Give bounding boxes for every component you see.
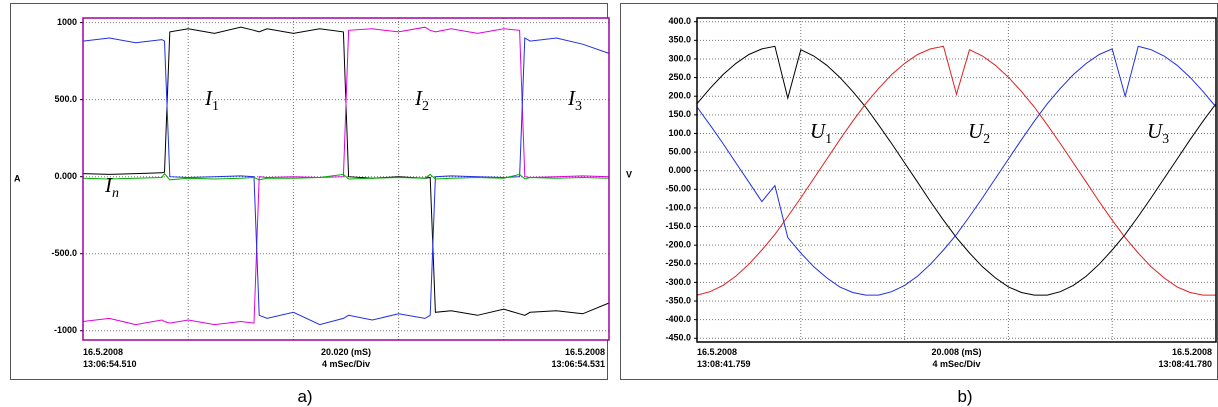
annotation-symbol: I [204, 86, 213, 110]
y-tick-label: 250.0 [668, 72, 691, 82]
x-axis-label: 4 mSec/Div [932, 359, 980, 369]
x-axis-label: 4 mSec/Div [322, 359, 370, 369]
y-tick-label: 100.0 [668, 128, 691, 138]
annotation-symbol: I [567, 86, 576, 110]
y-tick-label: -1000 [54, 325, 77, 335]
annotation-symbol: I [414, 86, 423, 110]
y-tick-label: -300.0 [665, 277, 691, 287]
y-tick-label: -400.0 [665, 314, 691, 324]
y-tick-label: 150.0 [668, 109, 691, 119]
annotation: I2 [414, 86, 429, 114]
x-axis-label: 20.020 (mS) [321, 347, 371, 357]
plot-area [83, 18, 609, 340]
annotation: U3 [1147, 119, 1169, 147]
annotation-symbol: U [810, 119, 827, 143]
caption: a) [297, 387, 312, 406]
y-tick-label: -100.0 [665, 202, 691, 212]
annotation-subscript: n [112, 186, 119, 201]
y-tick-label: 1000 [57, 17, 77, 27]
annotation-subscript: 2 [983, 132, 990, 147]
y-tick-label: -150.0 [665, 221, 691, 231]
x-axis-label: 20.008 (mS) [931, 347, 981, 357]
y-tick-label: -350.0 [665, 295, 691, 305]
y-tick-label: 400.0 [668, 16, 691, 26]
annotation-subscript: 2 [422, 99, 429, 114]
series-line [82, 37, 610, 326]
x-axis-label: 13:06:54.510 [83, 359, 137, 369]
y-tick-label: 200.0 [668, 91, 691, 101]
series-line [696, 45, 1216, 296]
annotation-symbol: U [968, 119, 985, 143]
annotation-subscript: 3 [575, 99, 582, 114]
y-tick-label: -200.0 [665, 240, 691, 250]
x-axis-label: 16.5.2008 [697, 347, 737, 357]
y-tick-label: -50.00 [665, 184, 691, 194]
annotation-subscript: 1 [825, 132, 832, 147]
series-line [82, 26, 610, 326]
y-axis-label: V [626, 169, 632, 179]
y-tick-label: 50.00 [668, 146, 691, 156]
series-line [82, 172, 610, 181]
y-tick-label: 0.000 [668, 165, 691, 175]
y-tick-label: -450.0 [665, 333, 691, 343]
y-tick-label: -500.0 [51, 248, 77, 258]
annotation-subscript: 3 [1162, 132, 1169, 147]
y-tick-label: 0.000 [54, 171, 77, 181]
annotation-symbol: I [104, 173, 113, 197]
x-axis-label: 16.5.2008 [565, 347, 605, 357]
series-line [696, 45, 1217, 296]
annotation: I1 [204, 86, 219, 114]
x-axis-label: 16.5.2008 [1172, 347, 1212, 357]
x-axis-label: 13:08:41.759 [697, 359, 751, 369]
caption: b) [957, 387, 972, 406]
plot-frame [82, 17, 610, 341]
y-tick-label: 500.0 [54, 94, 77, 104]
annotation: U1 [810, 119, 832, 147]
y-tick-label: 350.0 [668, 35, 691, 45]
x-axis-label: 13:06:54.531 [551, 359, 605, 369]
series-line [696, 45, 1217, 296]
annotation: In [104, 173, 119, 201]
plot-frame [696, 17, 1217, 343]
y-tick-label: 300.0 [668, 53, 691, 63]
annotation-subscript: 1 [212, 99, 219, 114]
x-axis-label: 16.5.2008 [83, 347, 123, 357]
y-axis-label: A [14, 173, 21, 183]
x-axis-label: 13:08:41.780 [1158, 359, 1212, 369]
plot-area [697, 18, 1216, 342]
y-tick-label: -250.0 [665, 258, 691, 268]
annotation-symbol: U [1147, 119, 1164, 143]
annotation: I3 [567, 86, 582, 114]
annotation: U2 [968, 119, 990, 147]
